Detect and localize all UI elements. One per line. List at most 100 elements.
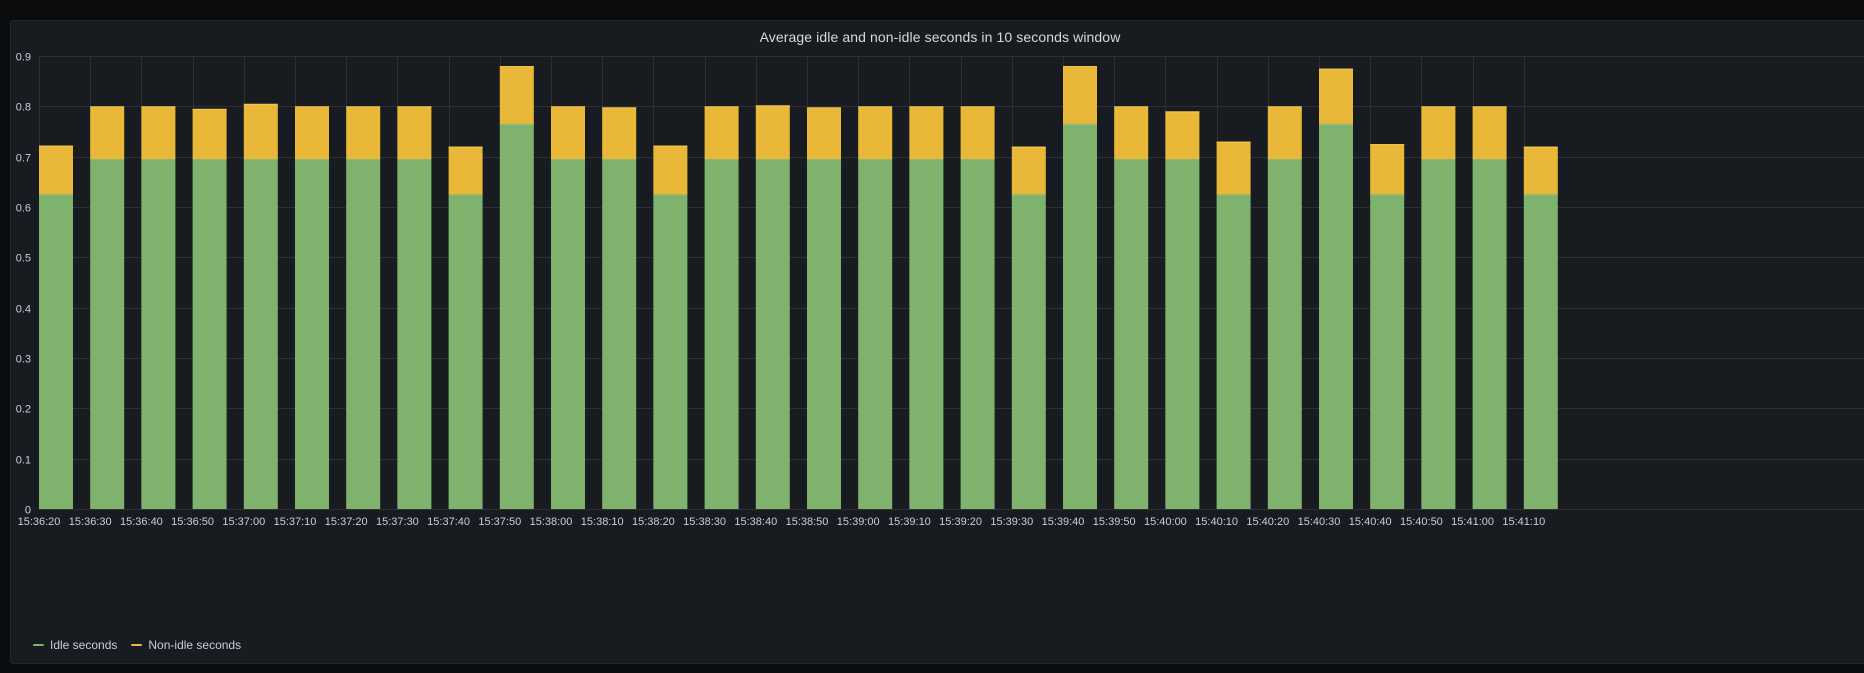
bar-non-idle [602, 107, 637, 160]
bar-non-idle [1011, 146, 1046, 195]
bar-non-idle [141, 106, 176, 160]
x-tick-label: 15:37:50 [478, 516, 521, 528]
bar-non-idle [1063, 66, 1097, 124]
bar-idle [499, 123, 534, 509]
x-tick-label: 15:38:30 [683, 516, 726, 528]
x-tick-label: 15:39:20 [939, 516, 982, 528]
bar-idle [1063, 123, 1097, 509]
bar-non-idle [39, 145, 73, 195]
bar-idle [243, 159, 278, 509]
bar-idle [960, 159, 995, 509]
bar-idle [1165, 159, 1200, 509]
x-tick-label: 15:38:10 [581, 516, 624, 528]
bar-idle [653, 194, 688, 509]
x-tick-label: 15:41:10 [1502, 516, 1545, 528]
legend: Idle seconds Non-idle seconds [33, 638, 241, 652]
bar-idle [807, 159, 841, 509]
bar-idle [448, 194, 483, 509]
x-tick-label: 15:40:40 [1349, 516, 1392, 528]
y-tick-label: 0.9 [16, 52, 31, 64]
y-tick-label: 0.5 [16, 253, 31, 265]
bar-non-idle [807, 107, 841, 160]
bar-non-idle [551, 106, 585, 160]
bar-idle [1011, 194, 1046, 509]
bar-non-idle [1472, 106, 1507, 160]
bar-non-idle [295, 106, 329, 160]
x-tick-label: 15:36:40 [120, 516, 163, 528]
legend-swatch-non-idle [131, 644, 143, 646]
bar-non-idle [243, 103, 278, 160]
y-tick-label: 0.3 [16, 354, 31, 366]
bar-non-idle [1523, 146, 1558, 195]
bar-non-idle [448, 146, 483, 195]
panel-title: Average idle and non-idle seconds in 10 … [759, 29, 1121, 45]
legend-item-non-idle[interactable]: Non-idle seconds [131, 638, 241, 652]
bar-idle [346, 159, 381, 509]
x-tick-label: 15:38:20 [632, 516, 675, 528]
bar-non-idle [499, 66, 534, 124]
bar-non-idle [960, 106, 995, 160]
bar-idle [602, 159, 637, 509]
x-tick-label: 15:40:30 [1298, 516, 1341, 528]
legend-label-non-idle: Non-idle seconds [148, 638, 242, 652]
bar-idle [192, 159, 227, 509]
x-tick-label: 15:37:10 [274, 516, 317, 528]
bar-idle [755, 159, 790, 509]
bar-non-idle [90, 106, 125, 160]
bars [39, 66, 1558, 509]
legend-item-idle[interactable]: Idle seconds [33, 638, 117, 652]
bar-non-idle [858, 106, 893, 160]
bar-idle [1216, 194, 1251, 509]
bar-idle [1370, 194, 1405, 509]
x-tick-label: 15:40:20 [1246, 516, 1289, 528]
bar-idle [551, 159, 585, 509]
legend-label-idle: Idle seconds [50, 638, 118, 652]
x-tick-label: 15:39:40 [1042, 516, 1085, 528]
y-tick-label: 0.2 [16, 404, 31, 416]
x-tick-label: 15:39:50 [1093, 516, 1136, 528]
bar-idle [704, 159, 739, 509]
x-tick-label: 15:38:40 [734, 516, 777, 528]
x-tick-label: 15:39:00 [837, 516, 880, 528]
x-tick-label: 15:40:00 [1144, 516, 1187, 528]
x-tick-label: 15:36:20 [18, 516, 61, 528]
x-tick-label: 15:37:40 [427, 516, 470, 528]
bar-idle [397, 159, 432, 509]
y-tick-label: 0 [25, 505, 31, 517]
bar-non-idle [1370, 144, 1405, 195]
y-tick-label: 0.1 [16, 455, 31, 467]
bar-non-idle [1319, 68, 1353, 124]
x-tick-label: 15:37:30 [376, 516, 419, 528]
bar-non-idle [397, 106, 432, 160]
x-tick-label: 15:39:10 [888, 516, 931, 528]
x-tick-label: 15:39:30 [990, 516, 1033, 528]
bar-idle [1267, 159, 1302, 509]
bar-non-idle [704, 106, 739, 160]
bar-idle [1421, 159, 1456, 509]
bar-non-idle [653, 145, 688, 195]
x-tick-label: 15:41:00 [1451, 516, 1494, 528]
bar-non-idle [1114, 106, 1149, 160]
bar-idle [1114, 159, 1149, 509]
x-tick-label: 15:37:20 [325, 516, 368, 528]
bar-idle [39, 194, 73, 509]
x-tick-label: 15:38:50 [786, 516, 829, 528]
bar-idle [909, 159, 944, 509]
bar-non-idle [1421, 106, 1456, 160]
legend-swatch-idle [33, 644, 44, 646]
bar-idle [295, 159, 329, 509]
y-tick-label: 0.8 [16, 102, 31, 114]
bar-non-idle [1165, 111, 1200, 160]
x-tick-label: 15:36:30 [69, 516, 112, 528]
x-tick-label: 15:40:50 [1400, 516, 1443, 528]
bar-non-idle [346, 106, 381, 160]
bar-non-idle [909, 106, 944, 160]
bar-idle [1319, 123, 1353, 509]
y-tick-label: 0.6 [16, 203, 31, 215]
x-tick-label: 15:37:00 [222, 516, 265, 528]
bar-idle [858, 159, 893, 509]
x-tick-label: 15:36:50 [171, 516, 214, 528]
y-tick-label: 0.7 [16, 153, 31, 165]
bar-non-idle [192, 108, 227, 160]
